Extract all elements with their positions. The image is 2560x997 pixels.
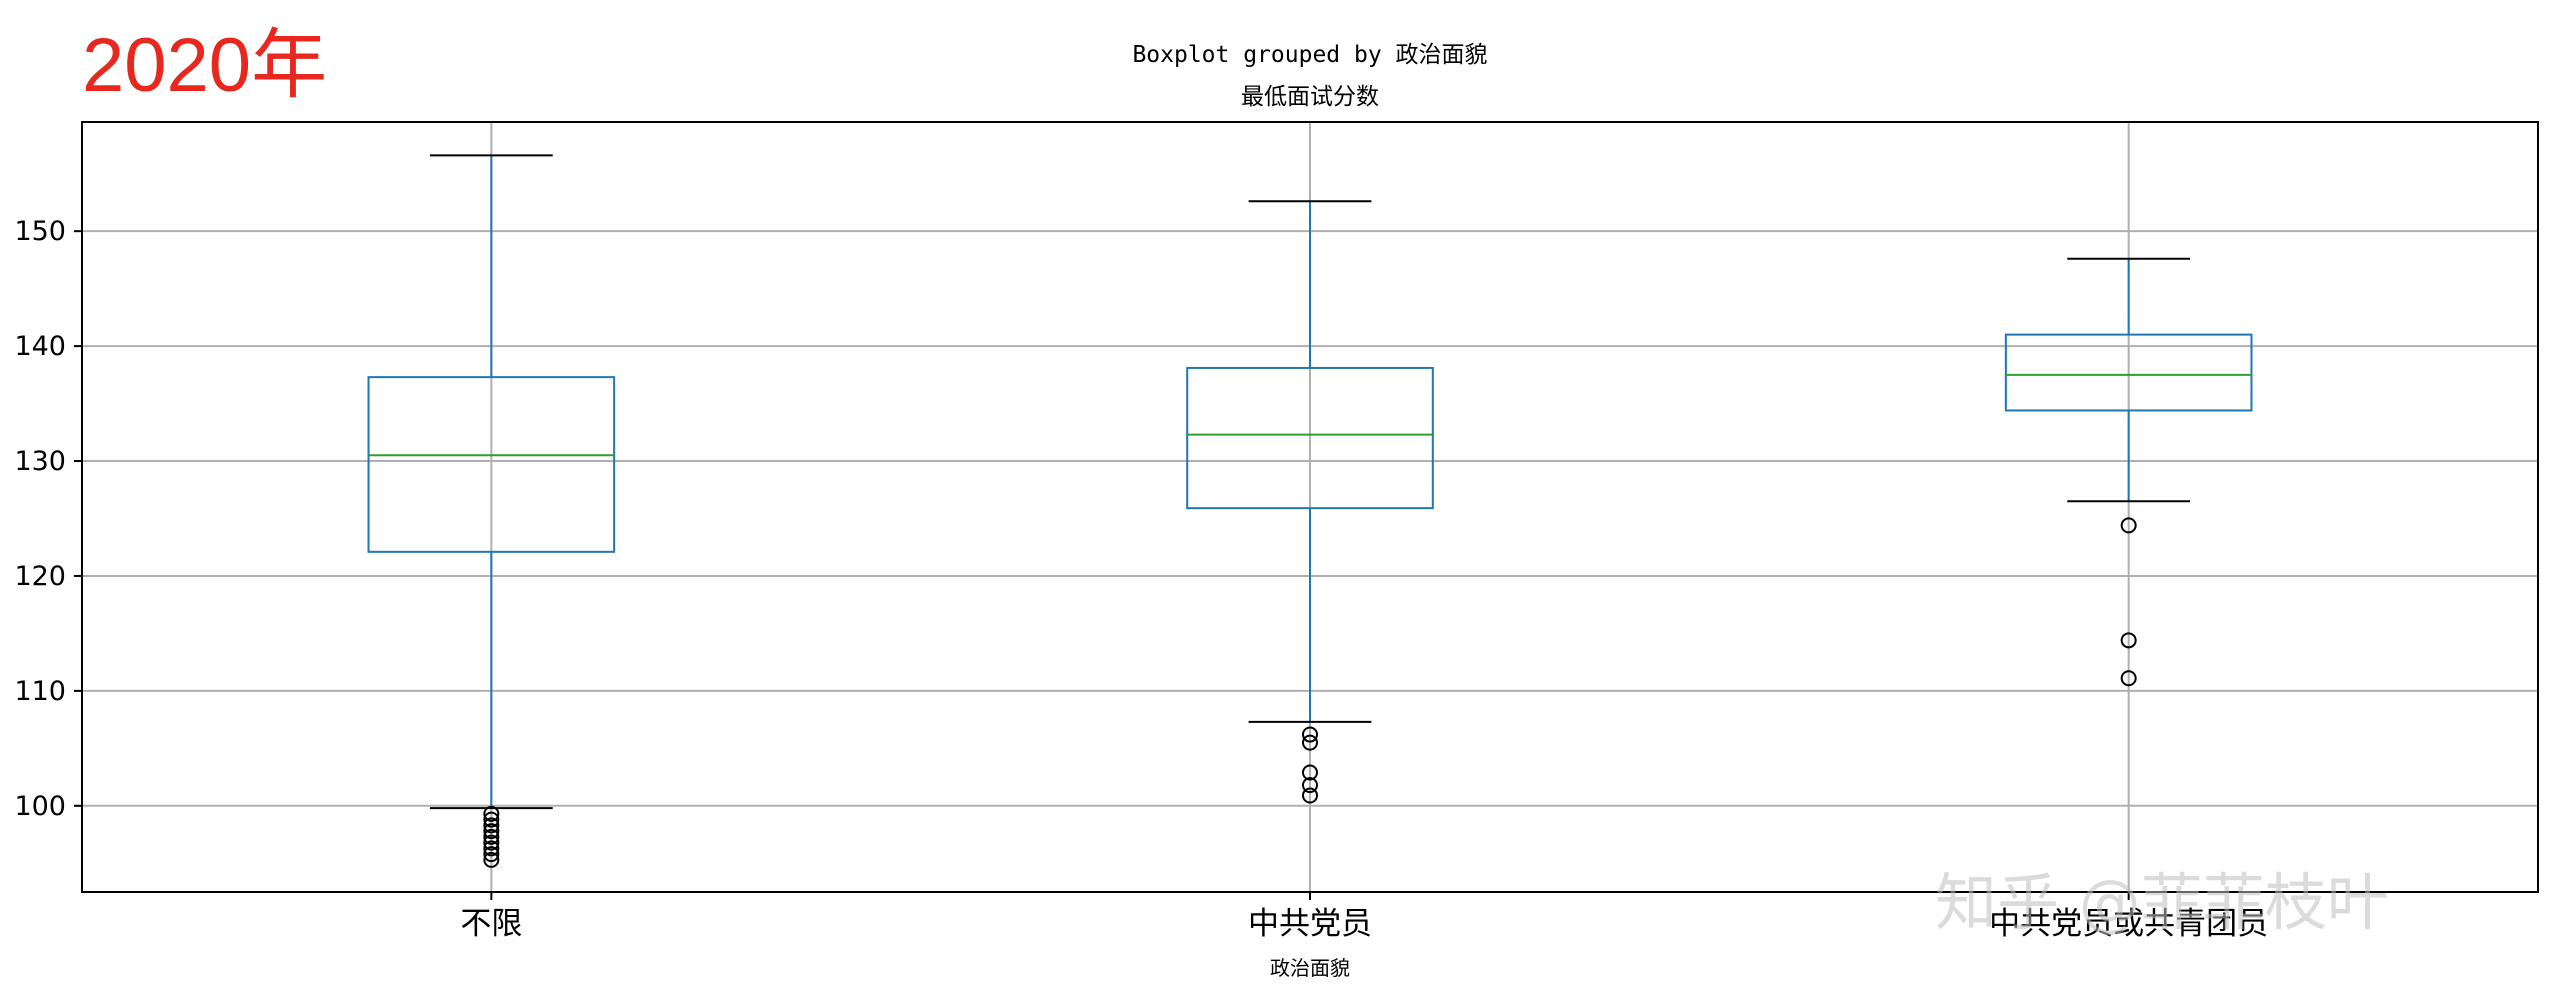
- x-tick-label: 中共党员: [1248, 906, 1372, 942]
- outlier-point: [1302, 734, 1318, 751]
- y-tick-label: 110: [14, 676, 66, 707]
- outlier-point: [2120, 670, 2137, 687]
- x-tick-label: 不限: [460, 906, 522, 942]
- outlier-point: [483, 834, 500, 851]
- x-tick-label: 中共党员或共青团员: [1989, 906, 2268, 942]
- box: [367, 376, 616, 553]
- outlier-point: [2120, 517, 2137, 534]
- outlier-point: [483, 840, 500, 857]
- year-label: 2020年: [82, 23, 328, 108]
- outlier-point: [483, 811, 500, 828]
- chart-subtitle: 最低面试分数: [1241, 84, 1379, 110]
- boxes-layer: [367, 154, 2253, 868]
- x-axis-label: 政治面貌: [1270, 956, 1350, 980]
- outlier-point: [1302, 777, 1318, 794]
- outlier-point: [1302, 726, 1318, 743]
- outlier-point: [483, 828, 500, 845]
- outlier-point: [483, 823, 500, 840]
- y-tick-label: 120: [14, 561, 66, 592]
- watermark: 知乎 @菲菲枝叶: [1935, 866, 2389, 939]
- outlier-point: [483, 805, 500, 822]
- axis-layer: 100 110 120 130 140 150 不限 中共党员 中共党员或共青团员: [14, 216, 2268, 942]
- outlier-point: [483, 846, 500, 863]
- outlier-point: [483, 851, 500, 868]
- outlier-point: [483, 817, 500, 834]
- y-tick-label: 130: [14, 446, 66, 477]
- y-tick-label: 150: [14, 216, 66, 247]
- outlier-point: [1302, 787, 1318, 804]
- outlier-point: [2120, 632, 2137, 649]
- y-tick-label: 100: [14, 791, 66, 822]
- outlier-point: [1302, 764, 1318, 781]
- chart-title: Boxplot grouped by 政治面貌: [1132, 42, 1487, 68]
- box: [2004, 333, 2253, 412]
- y-tick-label: 140: [14, 331, 66, 362]
- box: [1186, 366, 1434, 510]
